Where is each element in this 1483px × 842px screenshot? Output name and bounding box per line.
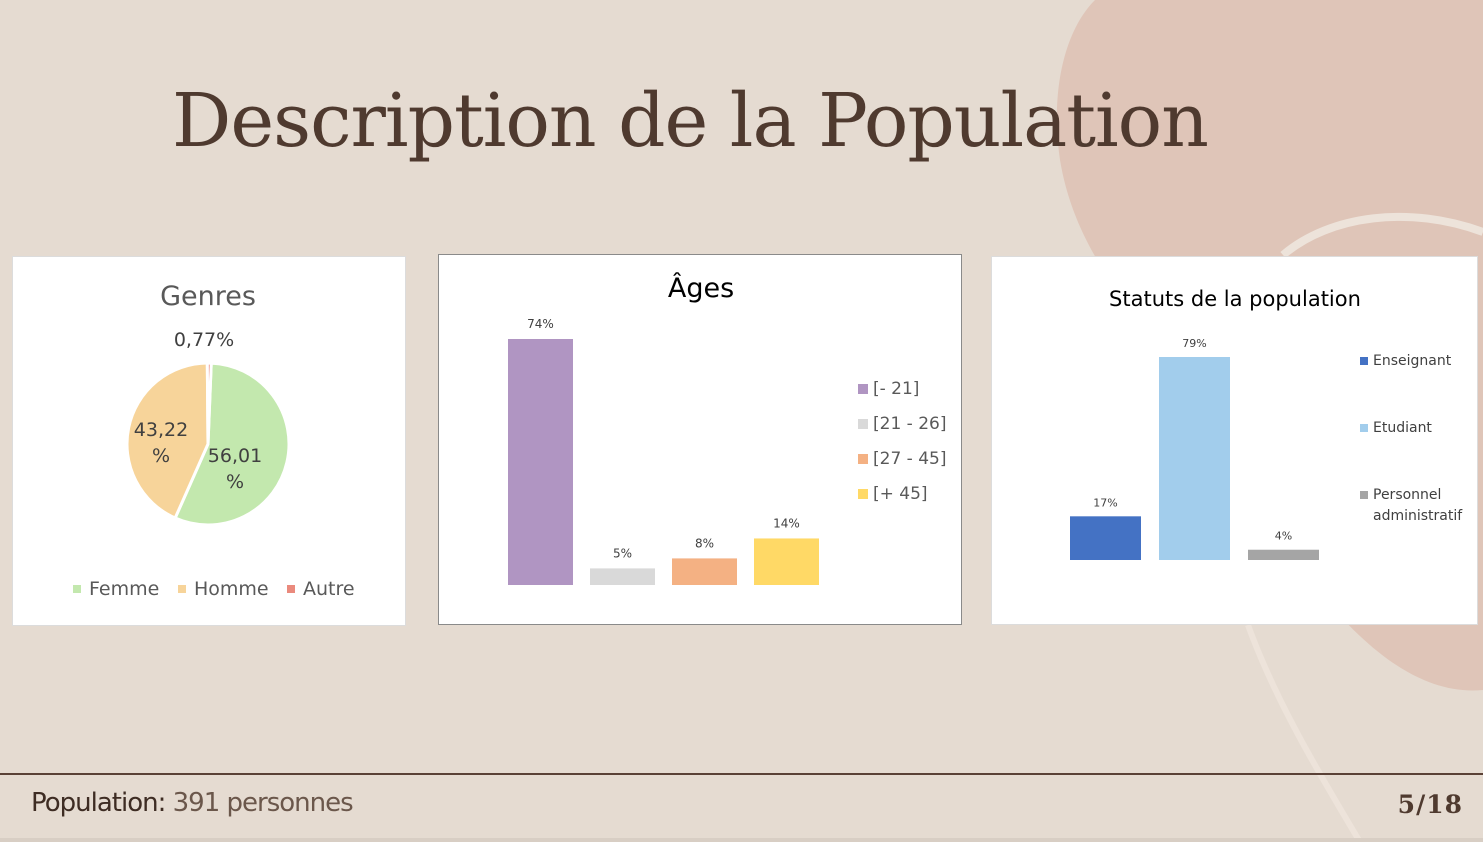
- pie-slice-homme: [125, 361, 210, 521]
- page-indicator: 5/18: [1397, 790, 1463, 819]
- legend-label: Autre: [303, 578, 355, 600]
- bar-2: [1159, 357, 1230, 560]
- footer-value: 391 personnes: [172, 788, 354, 818]
- chart-ages-card: Âges 74% 5% 8% 14% [- 21] [21 - 26] [27 - 45] [+…: [438, 254, 962, 625]
- chart-genres-card: Genres 56,01% 43,22% 0,77% Femme Homme Autre: [12, 256, 406, 626]
- legend-label: [27 - 45]: [873, 449, 946, 469]
- legend-label: [+ 45]: [873, 484, 928, 504]
- legend-swatch: [287, 585, 295, 593]
- legend-swatch: [858, 489, 868, 499]
- bar-4: [754, 538, 819, 585]
- bar-1: [508, 339, 573, 585]
- legend-swatch: [858, 384, 868, 394]
- pie-data-label: 43,22%: [134, 419, 188, 467]
- legend-swatch: [73, 585, 81, 593]
- chart-statuts-card: Statuts de la population 17% 79% 4% Enseigna…: [991, 256, 1478, 625]
- decor-curve: [1280, 212, 1483, 259]
- legend-label: Etudiant: [1373, 420, 1432, 436]
- bar-data-label: 5%: [613, 546, 632, 560]
- decor-line: [1245, 623, 1363, 842]
- legend-label: Homme: [194, 578, 269, 600]
- bar-data-label: 17%: [1093, 496, 1117, 509]
- bar-data-label: 74%: [527, 317, 554, 331]
- legend-swatch: [178, 585, 186, 593]
- pie-slice-autre: [205, 361, 213, 445]
- legend-swatch: [1360, 357, 1368, 365]
- bar-data-label: 8%: [695, 536, 714, 550]
- pie-data-label: 56,01%: [208, 445, 262, 493]
- legend-swatch: [858, 419, 868, 429]
- pie-data-label: 0,77%: [174, 329, 234, 351]
- pie-slice-femme: [173, 361, 291, 527]
- footer-label: Population:: [31, 788, 166, 818]
- chart-title: Genres: [160, 281, 256, 312]
- chart-title: Statuts de la population: [1109, 287, 1361, 311]
- chart-statuts: Statuts de la population 17% 79% 4% Enseigna…: [1070, 287, 1463, 560]
- bar-data-label: 14%: [773, 516, 800, 530]
- legend-swatch: [1360, 424, 1368, 432]
- legend-swatch: [1360, 491, 1368, 499]
- chart-genres: Genres 56,01 % 43,22 % 0,77% Femme Homme Autre: [73, 281, 355, 600]
- bar-data-label: 4%: [1275, 530, 1292, 543]
- footer-divider: [0, 773, 1483, 775]
- page-title: Description de la Population: [172, 78, 1209, 164]
- bar-data-label: 79%: [1182, 337, 1206, 350]
- bottom-strip: [0, 838, 1483, 842]
- legend-label: Femme: [89, 578, 159, 600]
- legend-label: Personnel administratif: [1373, 487, 1463, 524]
- bar-1: [1070, 516, 1141, 560]
- legend-swatch: [858, 454, 868, 464]
- bar-3: [672, 558, 737, 585]
- chart-ages: Âges 74% 5% 8% 14% [- 21] [21 - 26] [27 - 45] [+…: [508, 272, 946, 585]
- legend-label: Enseignant: [1373, 353, 1452, 369]
- chart-title: Âges: [668, 272, 734, 304]
- footer-population: Population: 391 personnes: [31, 788, 354, 818]
- legend-label: [21 - 26]: [873, 414, 946, 434]
- bar-3: [1248, 549, 1319, 560]
- legend-label: [- 21]: [873, 379, 919, 399]
- bar-2: [590, 568, 655, 585]
